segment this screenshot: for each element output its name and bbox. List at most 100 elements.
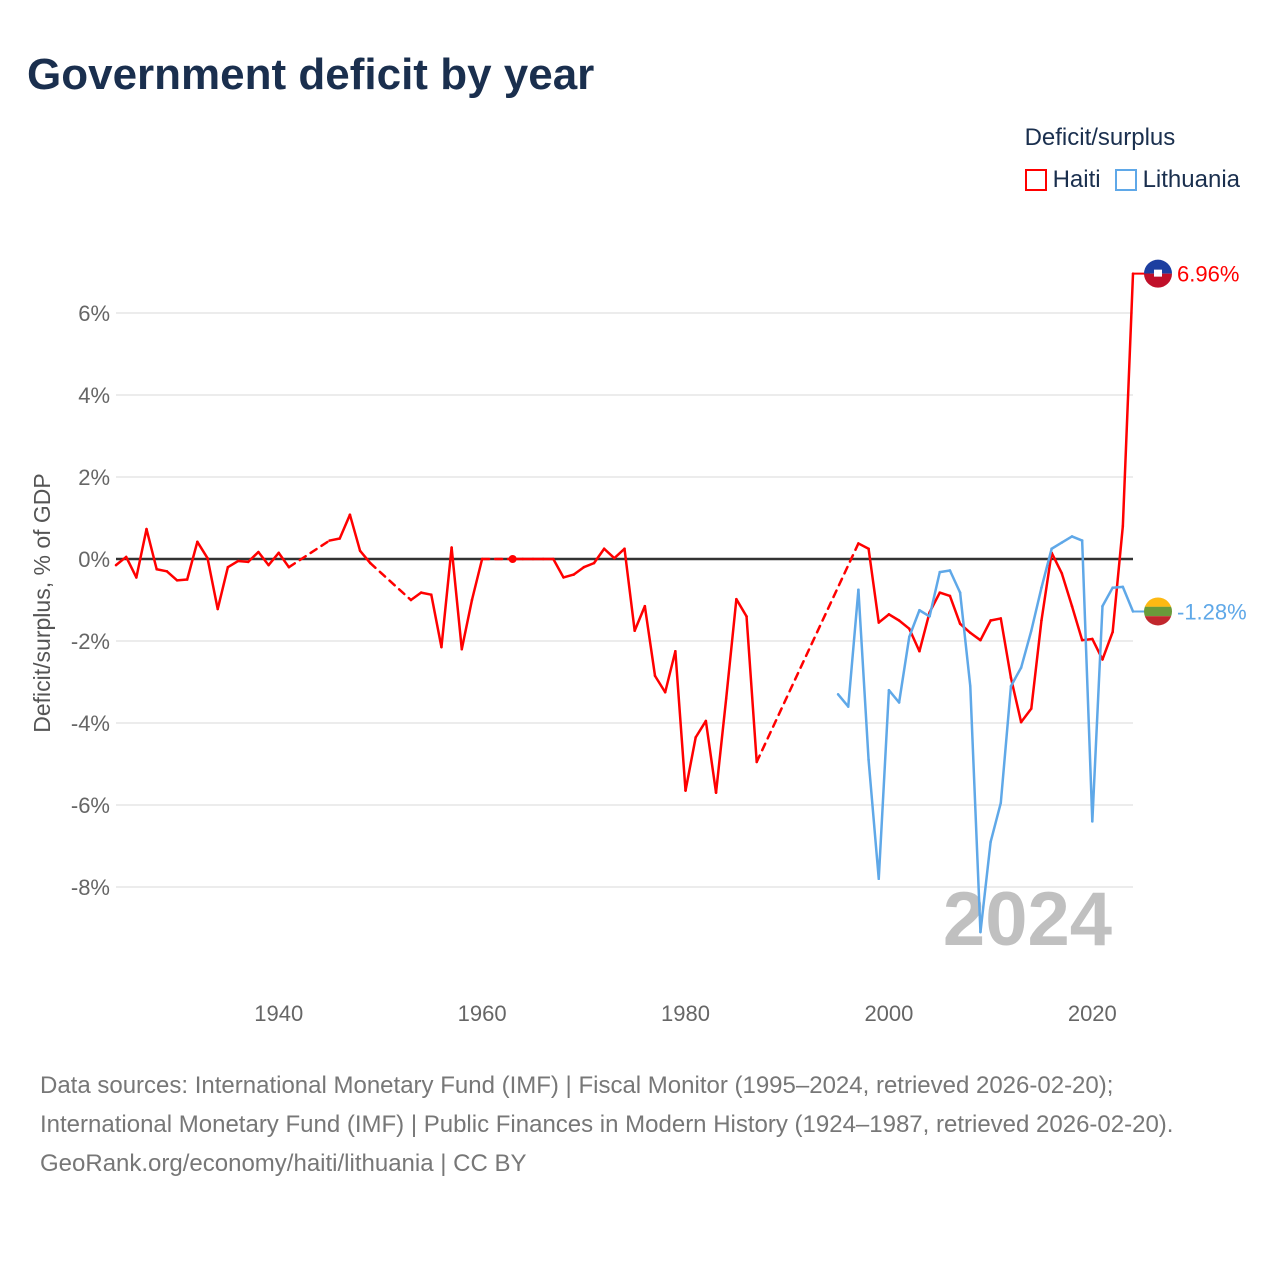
- lithuania-flag-icon: [1144, 597, 1172, 607]
- line-segment-haiti: [877, 613, 891, 624]
- line-segment-haiti: [1040, 551, 1053, 622]
- line-segment-haiti: [430, 593, 443, 649]
- line-segment-haiti: [887, 613, 901, 622]
- data-point-lithuania: [867, 758, 870, 762]
- data-point-haiti: [328, 539, 331, 542]
- line-segment-haiti: [897, 619, 911, 630]
- data-point-haiti: [582, 566, 586, 569]
- line-segment-lithuania: [1080, 539, 1094, 823]
- line-segment-haiti: [592, 547, 606, 565]
- chart-title: Government deficit by year: [27, 50, 595, 99]
- data-point-haiti: [725, 697, 728, 700]
- line-segment-lithuania: [1101, 586, 1114, 608]
- x-tick-label: 1940: [254, 1001, 303, 1026]
- line-segment-haiti: [1030, 619, 1043, 710]
- line-segment-lithuania: [1060, 535, 1074, 544]
- data-point-haiti: [714, 791, 718, 794]
- data-point-lithuania: [938, 570, 941, 574]
- line-segment-haiti: [419, 591, 433, 596]
- lithuania-flag-icon: [1144, 606, 1172, 617]
- line-segment-haiti: [613, 547, 626, 560]
- x-tick-label: 1980: [661, 1001, 710, 1026]
- data-point-haiti: [1070, 604, 1074, 608]
- data-point-haiti: [1080, 638, 1084, 642]
- line-segment-lithuania: [867, 758, 880, 881]
- y-tick-label: 4%: [78, 383, 110, 408]
- data-point-haiti: [572, 573, 575, 576]
- data-point-haiti: [470, 598, 474, 602]
- data-point-lithuania: [1060, 541, 1064, 544]
- line-segment-haiti: [196, 540, 209, 560]
- data-point-lithuania: [1121, 585, 1125, 589]
- data-point-lithuania: [989, 840, 992, 844]
- line-segment-haiti: [470, 557, 484, 602]
- line-segment-haiti: [989, 617, 1003, 622]
- data-point-lithuania: [979, 930, 982, 934]
- legend-item-lithuania[interactable]: Lithuania: [1114, 166, 1240, 194]
- end-label-haiti: 6.96%: [1177, 262, 1239, 287]
- line-segment-lithuania: [938, 569, 952, 574]
- line-segment-haiti: [1101, 630, 1114, 661]
- data-point-haiti: [369, 561, 372, 565]
- data-point-lithuania: [887, 689, 891, 692]
- data-point-lithuania: [857, 588, 860, 591]
- data-point-lithuania: [928, 615, 931, 618]
- data-point-haiti: [653, 674, 657, 678]
- y-tick-label: 0%: [78, 547, 110, 572]
- data-point-haiti: [1121, 525, 1125, 528]
- data-point-haiti: [206, 556, 209, 560]
- data-point-haiti: [562, 576, 565, 579]
- year-watermark: 2024: [943, 877, 1112, 962]
- legend-label-haiti: Haiti: [1052, 166, 1101, 193]
- line-segment-haiti: [348, 513, 362, 553]
- data-point-lithuania: [1070, 535, 1074, 538]
- data-point-haiti: [1111, 630, 1114, 634]
- data-point-lithuania: [836, 693, 840, 696]
- data-point-haiti: [541, 557, 545, 561]
- data-point-haiti: [897, 619, 901, 622]
- line-segment-haiti: [124, 555, 138, 579]
- line-segment-haiti: [135, 527, 148, 579]
- data-point-haiti: [277, 551, 280, 555]
- line-segment-lithuania: [908, 609, 921, 639]
- end-label-lithuania: -1.28%: [1177, 599, 1247, 624]
- line-segment-haiti: [755, 542, 860, 764]
- data-point-haiti: [1009, 676, 1013, 680]
- line-segment-haiti: [918, 611, 931, 653]
- data-point-lithuania: [948, 569, 952, 572]
- line-segment-haiti: [684, 736, 697, 792]
- data-point-haiti: [552, 557, 555, 561]
- legend: Deficit/surplus Haiti Lithuania: [1024, 124, 1240, 194]
- data-point-haiti: [1060, 572, 1064, 575]
- data-point-haiti: [430, 593, 433, 596]
- line-segment-haiti: [602, 547, 616, 560]
- x-tick-label: 2000: [864, 1001, 913, 1026]
- haiti-flag-icon: [1144, 273, 1172, 288]
- data-point-lithuania: [999, 801, 1002, 805]
- line-segment-haiti: [409, 591, 423, 602]
- data-point-haiti: [1019, 720, 1023, 724]
- data-point-haiti: [531, 557, 535, 561]
- data-point-haiti: [735, 597, 738, 601]
- data-point-haiti: [887, 613, 891, 616]
- data-point-lithuania: [969, 684, 972, 688]
- data-point-haiti: [989, 619, 992, 622]
- legend-item-haiti[interactable]: Haiti: [1024, 166, 1101, 194]
- line-segment-lithuania: [1070, 535, 1084, 542]
- line-segment-lithuania: [1009, 666, 1023, 688]
- source-link[interactable]: GeoRank.org/economy/haiti/lithuania | CC…: [40, 1150, 527, 1177]
- data-point-haiti: [460, 648, 463, 651]
- data-point-haiti: [908, 627, 911, 630]
- data-point-lithuania: [1111, 586, 1114, 589]
- data-point-haiti: [135, 576, 138, 579]
- line-segment-haiti: [257, 550, 270, 567]
- data-point-haiti: [257, 550, 260, 554]
- line-segment-lithuania: [887, 688, 901, 704]
- data-point-lithuania: [1101, 604, 1104, 608]
- data-point-haiti: [694, 736, 697, 739]
- line-segment-haiti: [745, 615, 758, 764]
- line-segment-lithuania: [897, 635, 911, 704]
- line-segment-haiti: [287, 539, 331, 569]
- line-segment-haiti: [226, 559, 240, 569]
- data-point-haiti: [196, 540, 199, 543]
